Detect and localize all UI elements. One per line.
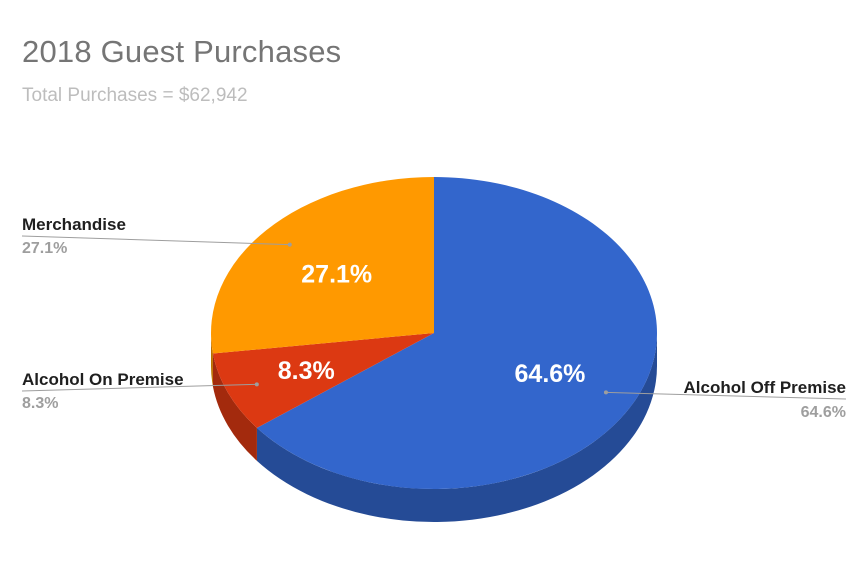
leader-line-alcohol-on-premise — [21, 383, 257, 392]
pie-side-alcohol-off-premise — [256, 333, 657, 522]
legend-percent-alcohol-off-premise: 64.6% — [801, 404, 846, 421]
slice-value-label-merchandise: 27.1% — [301, 260, 372, 288]
slice-value-label-alcohol-off-premise: 64.6% — [515, 360, 586, 388]
legend-label-alcohol-on-premise: Alcohol On Premise — [22, 370, 184, 389]
slice-value-label-alcohol-on-premise: 8.3% — [278, 357, 335, 385]
chart-title: 2018 Guest Purchases — [22, 34, 342, 69]
leader-dot-alcohol-off-premise — [603, 390, 608, 395]
legend-label-alcohol-off-premise: Alcohol Off Premise — [684, 378, 846, 397]
leader-dot-alcohol-on-premise — [254, 382, 259, 387]
pie-side-merchandise — [211, 333, 213, 387]
legend-percent-alcohol-on-premise: 8.3% — [22, 395, 58, 412]
leader-line-alcohol-off-premise — [605, 391, 847, 400]
pie-side-alcohol-on-premise — [212, 353, 257, 461]
pie-sides — [211, 333, 657, 522]
pie-slice-alcohol-off-premise[interactable] — [256, 177, 657, 489]
leader-dot-merchandise — [287, 242, 292, 247]
pie-legend: Alcohol Off Premise 64.6% Alcohol On Premi… — [21, 215, 847, 421]
leader-line-merchandise — [21, 235, 290, 246]
chart-subtitle: Total Purchases = $62,942 — [22, 85, 248, 106]
pie-slice-alcohol-on-premise[interactable] — [212, 333, 434, 428]
legend-percent-merchandise: 27.1% — [22, 240, 67, 257]
pie-slice-merchandise[interactable] — [211, 177, 434, 354]
pie-slices — [211, 177, 657, 489]
legend-label-merchandise: Merchandise — [22, 215, 126, 234]
pie-labels: 64.6% 8.3% 27.1% — [278, 260, 586, 388]
